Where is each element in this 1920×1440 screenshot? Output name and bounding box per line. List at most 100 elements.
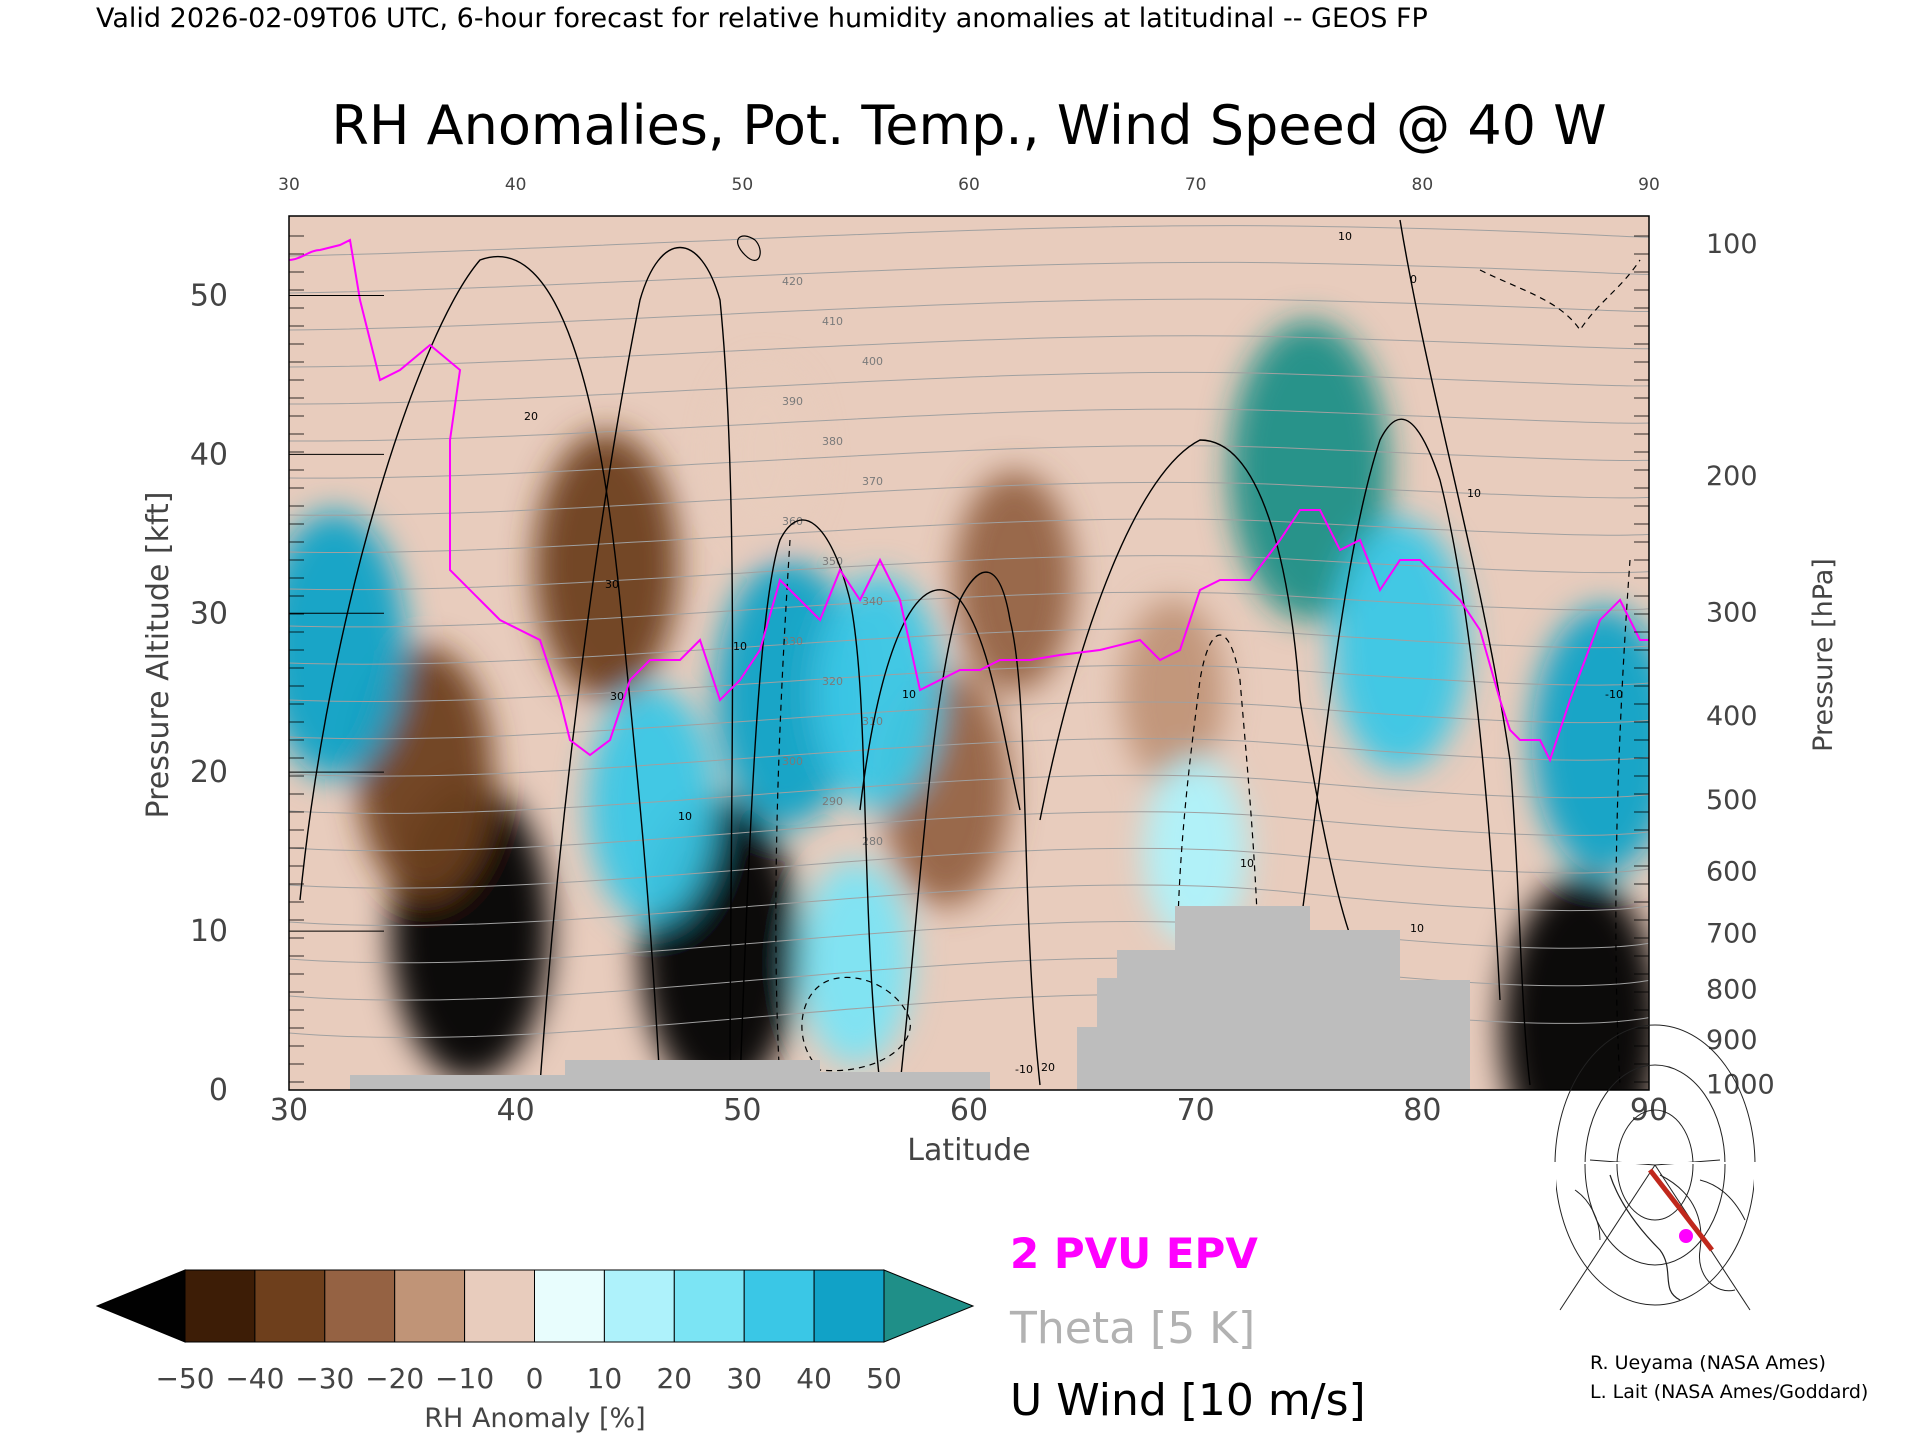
theta-contour bbox=[289, 261, 1649, 294]
theta-label: 370 bbox=[862, 475, 883, 488]
colorbar-tick-label: −10 bbox=[435, 1362, 494, 1395]
theta-label: 400 bbox=[862, 355, 883, 368]
colorbar-tick-label: −50 bbox=[155, 1362, 214, 1395]
rh-anomaly-region bbox=[587, 685, 716, 922]
pressure-tick-label: 400 bbox=[1706, 701, 1758, 732]
legend-epv: 2 PVU EPV bbox=[1010, 1229, 1258, 1278]
u-wind-contour bbox=[801, 976, 911, 1072]
u-wind-label: 10 bbox=[1467, 487, 1481, 500]
theta-label: 330 bbox=[782, 635, 803, 648]
colorbar-tick-label: −40 bbox=[225, 1362, 284, 1395]
theta-contour bbox=[289, 847, 1649, 889]
x-top-tick-label: 80 bbox=[1412, 175, 1434, 195]
colorbar-tick-label: −30 bbox=[295, 1362, 354, 1395]
u-wind-label: 0 bbox=[1410, 273, 1417, 286]
theta-contour bbox=[289, 371, 1649, 405]
y-tick-label: 50 bbox=[190, 278, 228, 313]
legend-uwind: U Wind [10 m/s] bbox=[1010, 1375, 1366, 1426]
colorbar-bin bbox=[324, 1269, 396, 1343]
rh-anomaly-region bbox=[717, 368, 813, 541]
y-axis-left: 0 10 20 30 40 50 bbox=[190, 278, 228, 1108]
theta-label: 310 bbox=[862, 715, 883, 728]
theta-label: 300 bbox=[782, 755, 803, 768]
y2-axis-label: Pressure [hPa] bbox=[1808, 558, 1839, 752]
pressure-tick-label: 200 bbox=[1706, 461, 1758, 492]
y-tick-label: 30 bbox=[190, 596, 228, 631]
location-map bbox=[1554, 1024, 1756, 1314]
u-wind-contour bbox=[1289, 418, 1501, 1001]
map-track bbox=[1648, 1168, 1714, 1252]
rh-anomaly-region bbox=[534, 431, 679, 700]
u-wind-contour bbox=[1176, 634, 1261, 1051]
u-wind-label: -10 bbox=[1605, 688, 1623, 701]
y-tick-label: 20 bbox=[190, 755, 228, 790]
theta-label: 320 bbox=[822, 675, 843, 688]
y-tick-label: 40 bbox=[190, 437, 228, 472]
colorbar-bin bbox=[603, 1269, 675, 1343]
theta-contour bbox=[289, 481, 1649, 516]
rh-anomaly-region bbox=[1331, 519, 1468, 772]
header-text: Valid 2026-02-09T06 UTC, 6-hour forecast… bbox=[96, 3, 1428, 34]
rh-anomaly-field bbox=[289, 320, 1649, 1090]
x-tick-label: 80 bbox=[1403, 1093, 1441, 1128]
u-wind-contour bbox=[775, 539, 791, 1086]
topography-mask bbox=[350, 906, 1470, 1090]
y-tick-label: 0 bbox=[209, 1073, 228, 1108]
u-wind-contours: 0 10 10 20 30 30 10 10 10 10 10 20 -10 -10 bbox=[299, 219, 1641, 1086]
colorbar-bin bbox=[254, 1269, 326, 1343]
rh-anomaly-region bbox=[814, 574, 943, 811]
pressure-tick-label: 800 bbox=[1706, 974, 1758, 1005]
colorbar-tick-label: −20 bbox=[365, 1362, 424, 1395]
u-wind-label: 20 bbox=[1041, 1061, 1055, 1074]
colorbar-tick-label: 30 bbox=[726, 1362, 762, 1395]
u-wind-label: 10 bbox=[1240, 857, 1254, 870]
theta-label: 360 bbox=[782, 515, 803, 528]
rh-anomaly-region bbox=[1501, 876, 1649, 1090]
x-tick-label: 50 bbox=[723, 1093, 761, 1128]
theta-label: 380 bbox=[822, 435, 843, 448]
theta-label: 410 bbox=[822, 315, 843, 328]
theta-contour bbox=[289, 445, 1649, 479]
credit-line-1: R. Ueyama (NASA Ames) bbox=[1590, 1352, 1826, 1374]
theta-contour bbox=[289, 555, 1649, 591]
theta-contour bbox=[289, 408, 1649, 442]
pressure-tick-label: 300 bbox=[1706, 598, 1758, 629]
x-top-tick-label: 30 bbox=[278, 175, 300, 195]
colorbar-bin bbox=[464, 1269, 536, 1343]
u-wind-contour bbox=[1399, 219, 1531, 1086]
u-wind-contour bbox=[1479, 259, 1641, 332]
rh-anomaly-region bbox=[954, 471, 1075, 692]
colorbar-tick-label: 10 bbox=[587, 1362, 623, 1395]
u-wind-label: 30 bbox=[610, 690, 624, 703]
pressure-inner-ticks bbox=[289, 235, 1649, 1091]
chart-title: RH Anomalies, Pot. Temp., Wind Speed @ 4… bbox=[331, 94, 1606, 157]
colorbar-bin bbox=[743, 1269, 815, 1343]
x-tick-label: 60 bbox=[950, 1093, 988, 1128]
pressure-tick-label: 700 bbox=[1706, 919, 1758, 950]
u-wind-label: 20 bbox=[524, 410, 538, 423]
y-tick-label: 10 bbox=[190, 914, 228, 949]
pressure-tick-label: 900 bbox=[1706, 1025, 1758, 1056]
colorbar-tick-label: 40 bbox=[796, 1362, 832, 1395]
pressure-tick-label: 500 bbox=[1706, 785, 1758, 816]
x-top-tick-label: 40 bbox=[505, 175, 527, 195]
epv-2pvu-line bbox=[289, 238, 1649, 763]
colorbar-bin bbox=[534, 1269, 605, 1343]
colorbar-bin bbox=[184, 1269, 256, 1343]
u-wind-contour bbox=[1615, 559, 1631, 1086]
u-wind-label: 10 bbox=[1410, 922, 1424, 935]
theta-contour bbox=[289, 921, 1649, 964]
x-axis-top: 30 40 50 60 70 80 90 bbox=[278, 175, 1660, 195]
x-top-tick-label: 90 bbox=[1638, 175, 1660, 195]
colorbar-bin bbox=[673, 1269, 745, 1343]
rh-anomaly-region bbox=[1531, 606, 1649, 875]
pressure-tick-label: 1000 bbox=[1706, 1070, 1775, 1101]
theta-label: 340 bbox=[862, 595, 883, 608]
rh-anomaly-region bbox=[799, 860, 912, 1065]
rh-anomaly-region bbox=[289, 511, 407, 780]
u-wind-label: 10 bbox=[733, 640, 747, 653]
legend-theta: Theta [5 K] bbox=[1009, 1303, 1255, 1354]
theta-contour bbox=[289, 774, 1649, 814]
y-axis-label: Pressure Altitude [kft] bbox=[141, 492, 176, 819]
